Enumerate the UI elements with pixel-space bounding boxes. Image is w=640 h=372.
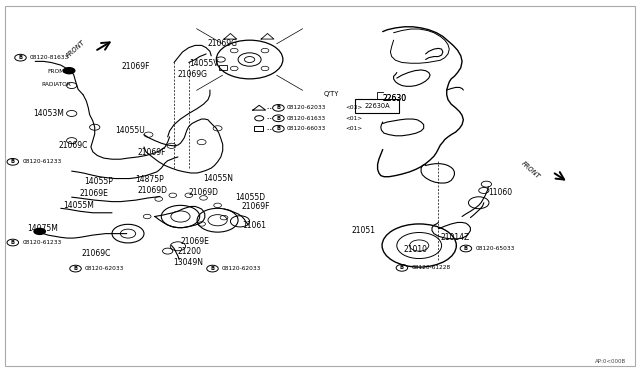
Text: <01>: <01> [346, 126, 363, 131]
Text: FRONT: FRONT [65, 39, 86, 59]
Text: 11061: 11061 [242, 221, 266, 230]
Text: B: B [400, 265, 404, 270]
Text: 14053M: 14053M [33, 109, 64, 118]
Bar [355, 99, 399, 113]
Text: 14055P: 14055P [84, 177, 113, 186]
Text: 08120-62033: 08120-62033 [287, 105, 326, 110]
Bar [219, 65, 227, 70]
Text: 08120-81633: 08120-81633 [30, 55, 69, 60]
Text: RADIATOR: RADIATOR [42, 82, 71, 87]
Text: 22630: 22630 [383, 94, 407, 103]
Text: FROM: FROM [48, 70, 65, 74]
Text: 14055M: 14055M [63, 201, 93, 210]
Text: B: B [19, 55, 22, 60]
Text: 21069D: 21069D [138, 186, 168, 195]
Text: 21069C: 21069C [82, 249, 111, 258]
Text: 08120-61233: 08120-61233 [22, 159, 61, 164]
Text: 21069F: 21069F [242, 202, 271, 211]
Text: 21069D: 21069D [189, 188, 219, 197]
Text: 14875P: 14875P [136, 175, 164, 184]
Text: B: B [464, 246, 468, 251]
Text: 21069F: 21069F [138, 148, 166, 157]
Text: 21069G: 21069G [208, 39, 238, 48]
Text: B: B [276, 116, 280, 121]
Text: 22630: 22630 [383, 94, 407, 103]
Text: 22630A: 22630A [364, 103, 390, 109]
Text: 21069G: 21069G [178, 70, 208, 79]
Text: 08120-61228: 08120-61228 [412, 265, 451, 270]
Text: 13049N: 13049N [173, 258, 203, 267]
Text: B: B [276, 105, 280, 110]
Text: 11060: 11060 [488, 188, 513, 197]
Text: Q'TY: Q'TY [324, 91, 339, 97]
Text: 21014Z: 21014Z [440, 233, 470, 242]
Text: 21051: 21051 [352, 226, 376, 235]
Text: 21069E: 21069E [80, 189, 109, 198]
Circle shape [63, 67, 76, 74]
Text: 14055N: 14055N [204, 174, 234, 183]
Text: 21069E: 21069E [180, 237, 209, 246]
Text: 21069F: 21069F [122, 62, 150, 71]
Text: 08120-62033: 08120-62033 [222, 266, 262, 271]
Text: 14075M: 14075M [27, 224, 58, 233]
Text: 08120-66033: 08120-66033 [287, 126, 326, 131]
Text: FRONT: FRONT [520, 160, 541, 180]
Text: 14055U: 14055U [115, 126, 145, 135]
Text: AP:0<000B: AP:0<000B [595, 359, 626, 364]
Circle shape [33, 228, 46, 235]
Text: 14055D: 14055D [236, 193, 266, 202]
Text: B: B [11, 240, 15, 245]
Text: 08120-62033: 08120-62033 [85, 266, 125, 271]
Text: 08120-61233: 08120-61233 [22, 240, 61, 245]
Text: B: B [74, 266, 77, 271]
Text: 21069C: 21069C [59, 141, 88, 150]
Text: <03>: <03> [346, 105, 363, 110]
Text: <01>: <01> [346, 116, 363, 121]
Bar [254, 126, 263, 131]
Text: B: B [211, 266, 214, 271]
Text: 08120-65033: 08120-65033 [476, 246, 515, 251]
Text: B: B [11, 159, 15, 164]
Text: 21200: 21200 [178, 247, 202, 256]
Text: 21010: 21010 [403, 246, 428, 254]
Text: 08120-61633: 08120-61633 [287, 116, 326, 121]
Text: B: B [276, 126, 280, 131]
Text: 14055V: 14055V [189, 59, 219, 68]
